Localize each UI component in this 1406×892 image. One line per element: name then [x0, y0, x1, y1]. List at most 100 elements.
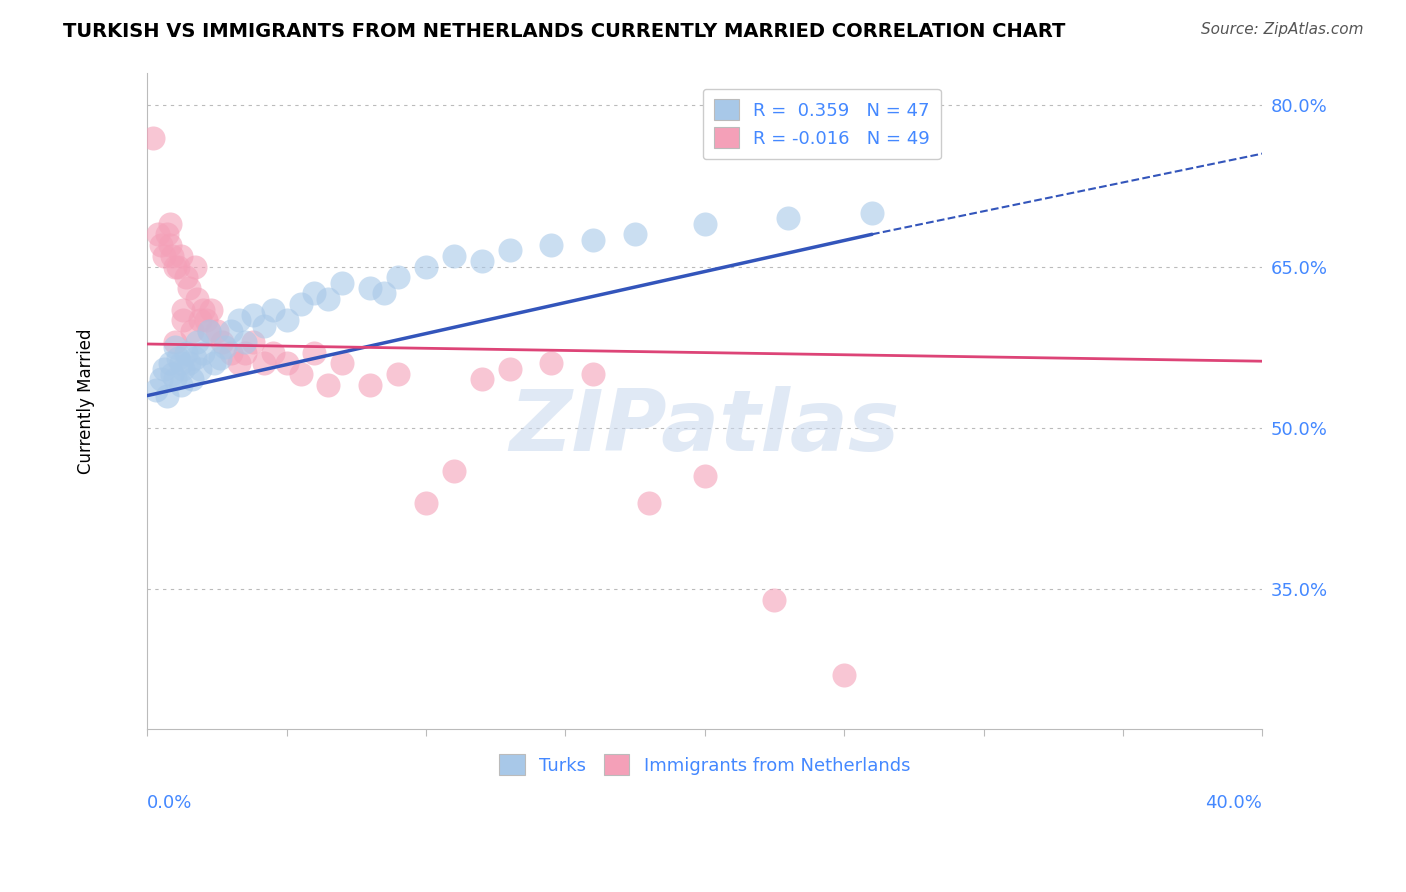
Text: 0.0%: 0.0%: [148, 794, 193, 812]
Point: [191, 345, 214, 359]
Point: [242, 308, 264, 322]
Point: [318, 292, 340, 306]
Point: [174, 345, 197, 359]
Point: [693, 217, 716, 231]
Point: [197, 324, 219, 338]
Point: [145, 383, 167, 397]
Point: [186, 292, 208, 306]
Point: [205, 324, 228, 338]
Point: [290, 367, 312, 381]
Point: [150, 372, 173, 386]
Point: [860, 206, 883, 220]
Point: [276, 313, 298, 327]
Point: [148, 227, 170, 242]
Point: [471, 254, 494, 268]
Point: [172, 313, 194, 327]
Text: TURKISH VS IMMIGRANTS FROM NETHERLANDS CURRENTLY MARRIED CORRELATION CHART: TURKISH VS IMMIGRANTS FROM NETHERLANDS C…: [63, 22, 1066, 41]
Point: [208, 351, 231, 365]
Point: [172, 302, 194, 317]
Text: Source: ZipAtlas.com: Source: ZipAtlas.com: [1201, 22, 1364, 37]
Point: [262, 345, 284, 359]
Point: [330, 276, 353, 290]
Point: [778, 211, 800, 226]
Point: [169, 377, 191, 392]
Point: [202, 356, 225, 370]
Point: [142, 130, 165, 145]
Point: [159, 356, 181, 370]
Point: [228, 356, 250, 370]
Point: [188, 313, 211, 327]
Point: [169, 356, 191, 370]
Point: [169, 249, 191, 263]
Point: [194, 313, 217, 327]
Point: [387, 367, 409, 381]
Point: [153, 361, 176, 376]
Point: [177, 281, 200, 295]
Point: [228, 313, 250, 327]
Point: [359, 281, 381, 295]
Point: [498, 244, 520, 258]
Point: [186, 334, 208, 349]
Point: [304, 345, 326, 359]
Point: [624, 227, 647, 242]
Point: [150, 238, 173, 252]
Point: [638, 496, 661, 510]
Point: [763, 593, 786, 607]
Point: [165, 334, 187, 349]
Point: [156, 227, 179, 242]
Point: [832, 668, 855, 682]
Point: [211, 334, 233, 349]
Point: [233, 345, 256, 359]
Point: [159, 217, 181, 231]
Point: [276, 356, 298, 370]
Point: [443, 249, 465, 263]
Point: [219, 345, 242, 359]
Point: [373, 286, 395, 301]
Point: [162, 367, 184, 381]
Text: 40.0%: 40.0%: [1205, 794, 1263, 812]
Point: [180, 324, 202, 338]
Point: [253, 356, 276, 370]
Point: [443, 464, 465, 478]
Point: [262, 302, 284, 317]
Point: [167, 260, 190, 274]
Text: Currently Married: Currently Married: [77, 328, 94, 474]
Point: [165, 340, 187, 354]
Point: [242, 334, 264, 349]
Point: [177, 356, 200, 370]
Point: [318, 377, 340, 392]
Point: [415, 260, 437, 274]
Point: [200, 302, 222, 317]
Point: [180, 372, 202, 386]
Point: [290, 297, 312, 311]
Point: [191, 302, 214, 317]
Point: [498, 361, 520, 376]
Point: [197, 324, 219, 338]
Point: [219, 324, 242, 338]
Point: [359, 377, 381, 392]
Point: [330, 356, 353, 370]
Point: [165, 372, 187, 386]
Point: [415, 496, 437, 510]
Point: [159, 238, 181, 252]
Point: [540, 356, 562, 370]
Point: [471, 372, 494, 386]
Point: [183, 260, 205, 274]
Point: [183, 351, 205, 365]
Legend: Turks, Immigrants from Netherlands: Turks, Immigrants from Netherlands: [492, 747, 918, 782]
Point: [387, 270, 409, 285]
Point: [233, 334, 256, 349]
Point: [162, 249, 184, 263]
Point: [165, 260, 187, 274]
Point: [582, 367, 605, 381]
Text: ZIPatlas: ZIPatlas: [509, 385, 900, 468]
Point: [172, 361, 194, 376]
Point: [153, 249, 176, 263]
Point: [582, 233, 605, 247]
Point: [214, 340, 236, 354]
Point: [174, 270, 197, 285]
Point: [540, 238, 562, 252]
Point: [304, 286, 326, 301]
Point: [253, 318, 276, 333]
Point: [693, 469, 716, 483]
